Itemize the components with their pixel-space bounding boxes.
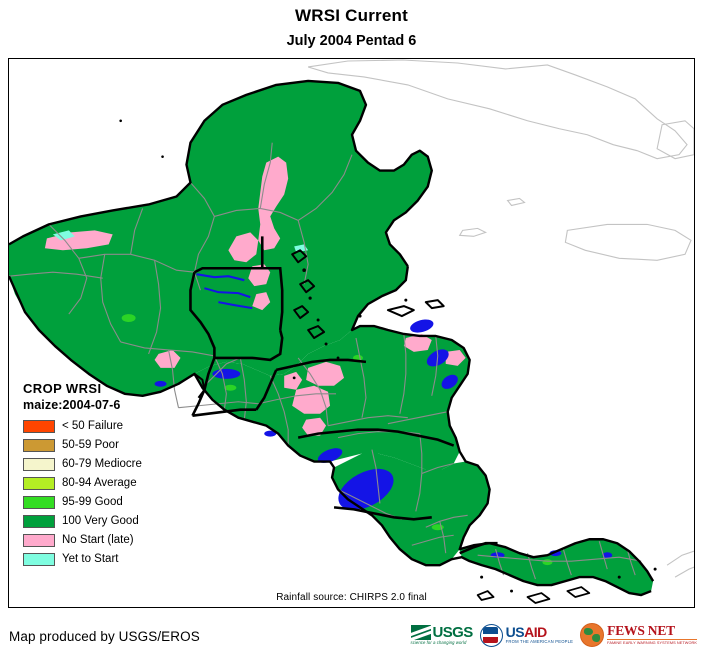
page-subtitle: July 2004 Pentad 6	[286, 33, 417, 49]
legend-item-poor: 50-59 Poor	[23, 436, 193, 454]
fews-net-logo[interactable]: FEWS NET FAMINE EARLY WARNING SYSTEMS NE…	[580, 622, 697, 648]
legend-label-no-start-late: No Start (late)	[62, 533, 134, 546]
footer-credit: Map produced by USGS/EROS	[9, 629, 200, 644]
legend-label-failure: < 50 Failure	[62, 419, 124, 432]
usaid-text-block: USAID FROM THE AMERICAN PEOPLE	[506, 625, 574, 645]
legend-swatch-no-start-late	[23, 533, 55, 547]
legend-label-yet-to-start: Yet to Start	[62, 552, 119, 565]
map-legend: CROP WRSI maize:2004-07-6 < 50 Failure 5…	[17, 377, 197, 573]
usaid-tagline: FROM THE AMERICAN PEOPLE	[505, 639, 574, 644]
page-title: WRSI Current	[295, 6, 408, 25]
legend-subtitle: maize:2004-07-6	[23, 398, 121, 412]
fews-tagline: FAMINE EARLY WARNING SYSTEMS NETWORK	[607, 641, 697, 645]
usaid-seal-icon	[479, 623, 503, 647]
usaid-wordmark: USAID	[506, 625, 574, 639]
legend-item-very-good: 100 Very Good	[23, 512, 193, 530]
legend-swatch-mediocre	[23, 457, 55, 471]
fews-wordmark: FEWS NET	[607, 624, 697, 640]
coastlines	[9, 79, 655, 604]
legend-label-very-good: 100 Very Good	[62, 514, 139, 527]
usgs-logo[interactable]: USGS science for a changing world	[410, 622, 474, 648]
usaid-word-aid: AID	[524, 624, 547, 640]
usgs-wordmark: USGS	[432, 623, 474, 641]
outside-domain-coastlines	[307, 59, 694, 578]
legend-item-mediocre: 60-79 Mediocre	[23, 455, 193, 473]
fews-globe-icon	[580, 623, 605, 647]
legend-item-yet-to-start: Yet to Start	[23, 550, 193, 568]
legend-item-average: 80-94 Average	[23, 474, 193, 492]
rainfall-source-note: Rainfall source: CHIRPS 2.0 final	[276, 592, 427, 603]
legend-swatch-yet-to-start	[23, 552, 55, 566]
legend-swatch-very-good	[23, 514, 55, 528]
legend-swatch-poor	[23, 438, 55, 452]
legend-swatch-average	[23, 476, 55, 490]
admin-boundaries	[9, 142, 642, 580]
map-frame[interactable]: CROP WRSI maize:2004-07-6 < 50 Failure 5…	[8, 58, 695, 608]
usaid-logo[interactable]: USAID FROM THE AMERICAN PEOPLE	[479, 622, 574, 648]
legend-item-failure: < 50 Failure	[23, 417, 193, 435]
legend-item-good: 95-99 Good	[23, 493, 193, 511]
legend-title: CROP WRSI	[23, 381, 102, 396]
legend-item-no-start-late: No Start (late)	[23, 531, 193, 549]
usgs-tagline: science for a changing world	[410, 639, 467, 645]
legend-swatch-failure	[23, 419, 55, 433]
legend-swatch-good	[23, 495, 55, 509]
usgs-logo-row: USGS	[410, 623, 474, 641]
offshore-islets	[119, 119, 657, 593]
legend-label-average: 80-94 Average	[62, 476, 137, 489]
legend-label-mediocre: 60-79 Mediocre	[62, 457, 142, 470]
legend-label-good: 95-99 Good	[62, 495, 123, 508]
footer: Map produced by USGS/EROS USGS science f…	[0, 608, 703, 662]
legend-label-poor: 50-59 Poor	[62, 438, 119, 451]
usaid-word-us: US	[505, 624, 525, 640]
map-canvas[interactable]	[9, 59, 694, 607]
fews-text-block: FEWS NET FAMINE EARLY WARNING SYSTEMS NE…	[607, 624, 697, 646]
title-block: WRSI Current July 2004 Pentad 6	[0, 0, 703, 50]
footer-logos: USGS science for a changing world USAID …	[410, 622, 697, 648]
usgs-wave-icon	[410, 624, 431, 640]
